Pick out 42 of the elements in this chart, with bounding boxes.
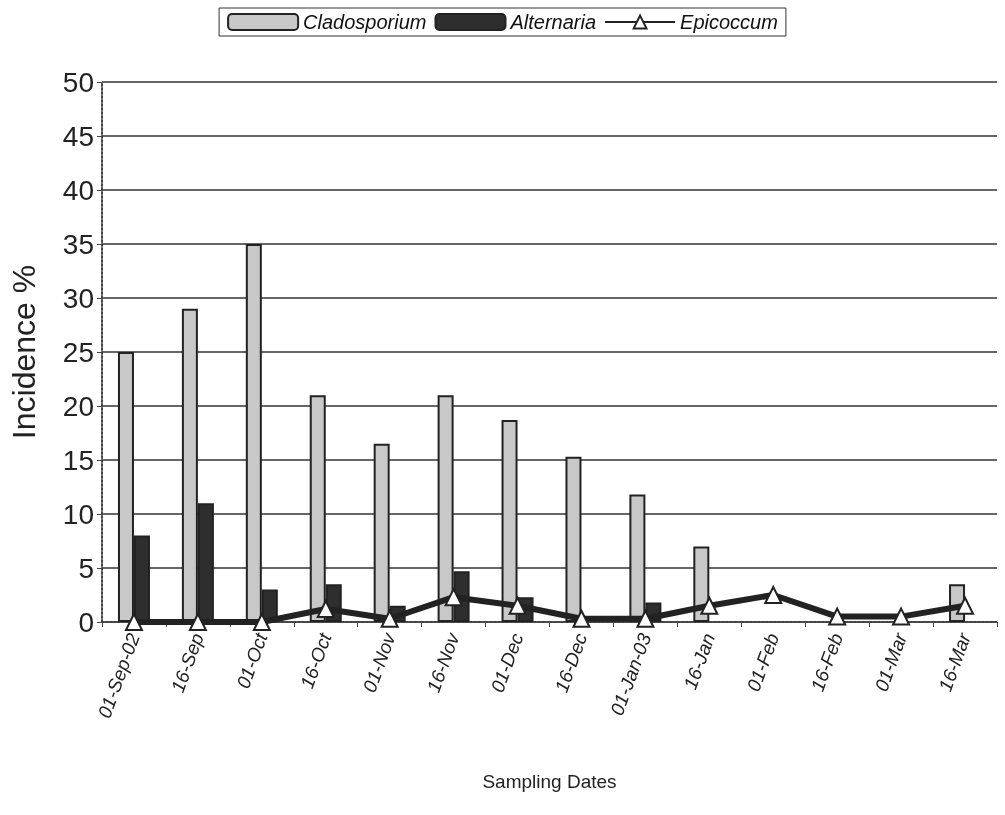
- x-tick-label: 16-Feb: [806, 630, 848, 695]
- x-tick-label: 01-Dec: [486, 629, 528, 696]
- point: [956, 596, 975, 615]
- point: [380, 609, 399, 628]
- y-tick-label: 25: [62, 336, 94, 368]
- point: [316, 600, 335, 619]
- point: [444, 588, 463, 607]
- point: [252, 613, 271, 631]
- y-tick-label: 15: [62, 444, 94, 476]
- point: [700, 596, 719, 615]
- y-tick-label: 10: [62, 498, 94, 530]
- y-tick-label: 30: [62, 282, 94, 314]
- x-tick-label: 16-Mar: [934, 629, 976, 695]
- legend-label: Epicoccum: [680, 11, 778, 33]
- x-tick-label: 16-Oct: [296, 629, 336, 692]
- x-tick-label: 01-Nov: [358, 629, 401, 696]
- x-tick-label: 16-Nov: [422, 629, 464, 696]
- legend-label: Cladosporium: [303, 11, 427, 33]
- y-tick-label: 45: [62, 120, 94, 152]
- legend-label: Alternaria: [509, 11, 597, 33]
- x-tick-label: 16-Dec: [550, 629, 592, 696]
- point: [828, 607, 847, 626]
- x-tick-label: 01-Feb: [742, 630, 784, 695]
- point: [508, 596, 527, 615]
- y-tick-label: 20: [62, 390, 94, 422]
- y-tick-label: 50: [62, 66, 94, 98]
- x-axis-title: Sampling Dates: [482, 771, 617, 792]
- y-tick-label: 35: [62, 228, 94, 260]
- y-tick-label: 40: [62, 174, 94, 206]
- x-tick-label: 16-Sep: [167, 630, 208, 696]
- point: [892, 607, 911, 626]
- point: [124, 613, 143, 631]
- point: [572, 609, 591, 628]
- x-tick-label: 01-Oct: [232, 629, 272, 692]
- point: [764, 586, 783, 604]
- point: [636, 609, 655, 628]
- y-axis-title: Incidence %: [6, 264, 42, 440]
- point: [188, 613, 207, 631]
- y-tick-label: 0: [78, 606, 94, 638]
- x-tick-label: 01-Mar: [870, 629, 912, 695]
- y-tick-label: 5: [78, 552, 94, 584]
- x-tick-label: 16-Jan: [679, 630, 720, 693]
